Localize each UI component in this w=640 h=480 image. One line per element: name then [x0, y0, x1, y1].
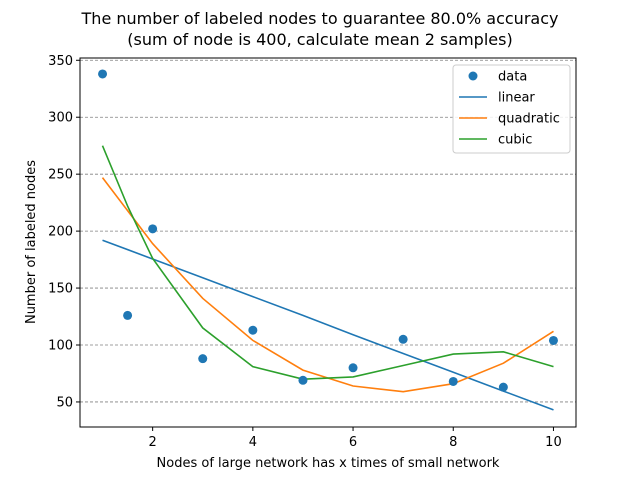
y-tick-label: 200: [48, 225, 73, 240]
y-tick-label: 350: [48, 54, 73, 69]
axis-ticks: 50 100 150 200 250 300 350 2 4 6 8 10: [48, 54, 562, 450]
x-tick-label: 4: [249, 435, 257, 450]
legend-label-data: data: [498, 70, 527, 85]
data-point: [448, 376, 458, 386]
data-point: [348, 363, 358, 373]
data-point: [548, 335, 558, 345]
y-tick-label: 150: [48, 282, 73, 297]
data-point: [248, 325, 258, 335]
y-tick-label: 100: [48, 339, 73, 354]
data-point: [148, 224, 158, 234]
data-point: [98, 69, 108, 79]
legend-label-linear: linear: [498, 91, 535, 106]
legend: data linear quadratic cubic: [452, 64, 571, 154]
data-point: [398, 334, 408, 344]
x-tick-label: 8: [449, 435, 457, 450]
data-point: [123, 310, 133, 320]
y-tick-label: 300: [48, 111, 73, 126]
legend-label-cubic: cubic: [498, 133, 532, 148]
data-point: [498, 382, 508, 392]
chart-title: The number of labeled nodes to guarantee…: [81, 9, 559, 28]
data-point: [298, 375, 308, 385]
x-tick-label: 6: [349, 435, 357, 450]
scatter-points: [98, 69, 558, 392]
series-lines: [101, 145, 554, 411]
series-line-linear: [102, 239, 554, 411]
series-line-quadratic: [101, 177, 554, 393]
legend-swatch-data: [468, 71, 478, 81]
data-point: [198, 354, 208, 364]
y-axis-label: Number of labeled nodes: [24, 160, 39, 324]
plot-frame: [79, 57, 577, 428]
x-axis-label: Nodes of large network has x times of sm…: [157, 456, 500, 471]
legend-label-quadratic: quadratic: [498, 112, 560, 127]
grid-lines: [80, 59, 576, 403]
y-tick-label: 250: [48, 168, 73, 183]
x-tick-label: 2: [149, 435, 157, 450]
chart-subtitle: (sum of node is 400, calculate mean 2 sa…: [127, 30, 512, 49]
x-tick-label: 10: [545, 435, 562, 450]
y-tick-label: 50: [56, 395, 73, 410]
legend-box: [452, 64, 571, 154]
